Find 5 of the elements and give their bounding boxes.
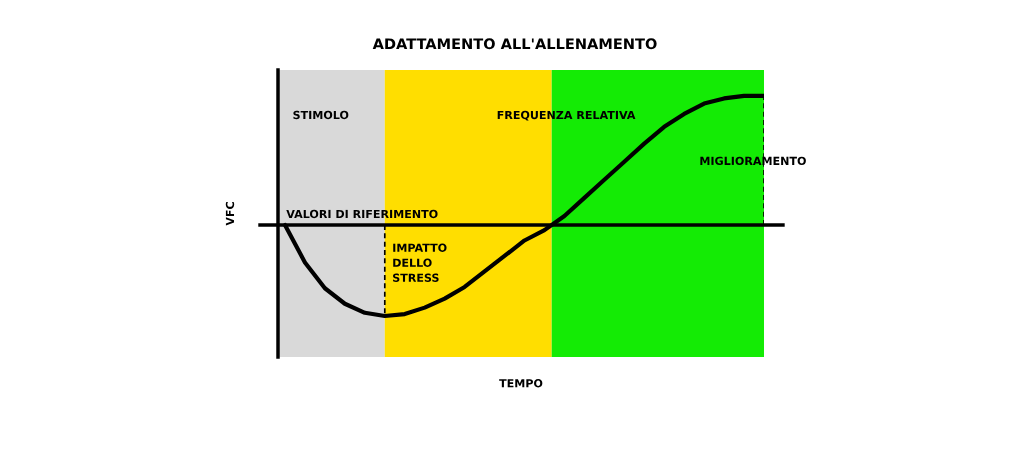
y-axis-title: VFC [225, 202, 235, 226]
text: TEMPO [499, 379, 543, 388]
annotation: IMPATTO DELLO STRESS [393, 243, 447, 282]
chart-title: ADATTAMENTO ALL'ALLENAMENTO [372, 38, 657, 50]
annotation: STIMOLO [293, 110, 349, 120]
